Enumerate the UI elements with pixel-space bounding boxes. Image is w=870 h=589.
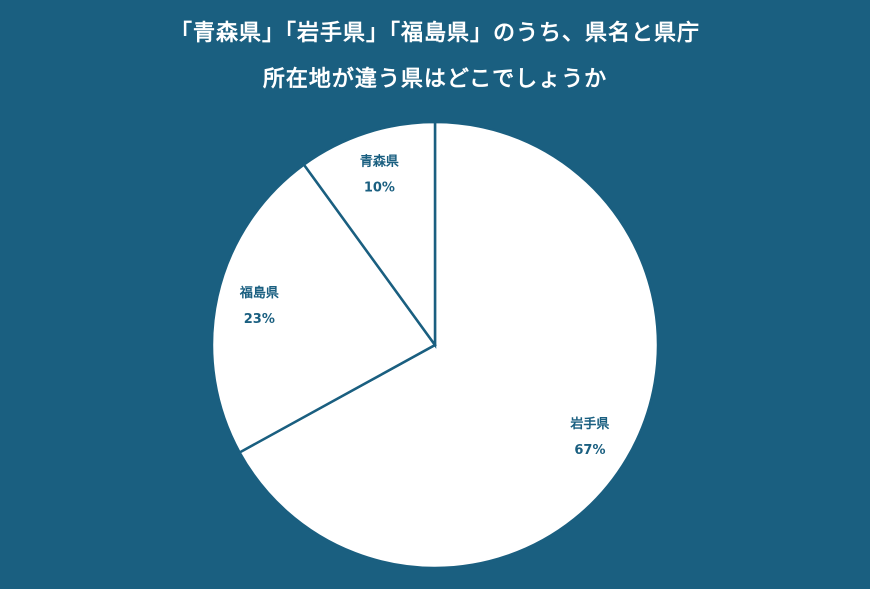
pie-slice [237,120,660,570]
slice-label: 福島県 [239,285,279,301]
pie-slice [210,162,437,455]
chart-title: 所在地が違う県はどこでしょうか [263,66,607,92]
slice-label: 青森県 [360,153,399,169]
value-label: 23% [244,312,275,327]
chart-title: 「青森県」「岩手県」「福島県」のうち、県名と県庁 [170,20,700,46]
value-label: 10% [364,180,395,195]
value-label: 67% [574,443,605,458]
slice-label: 岩手県 [569,416,609,432]
pie-slice [302,120,437,349]
